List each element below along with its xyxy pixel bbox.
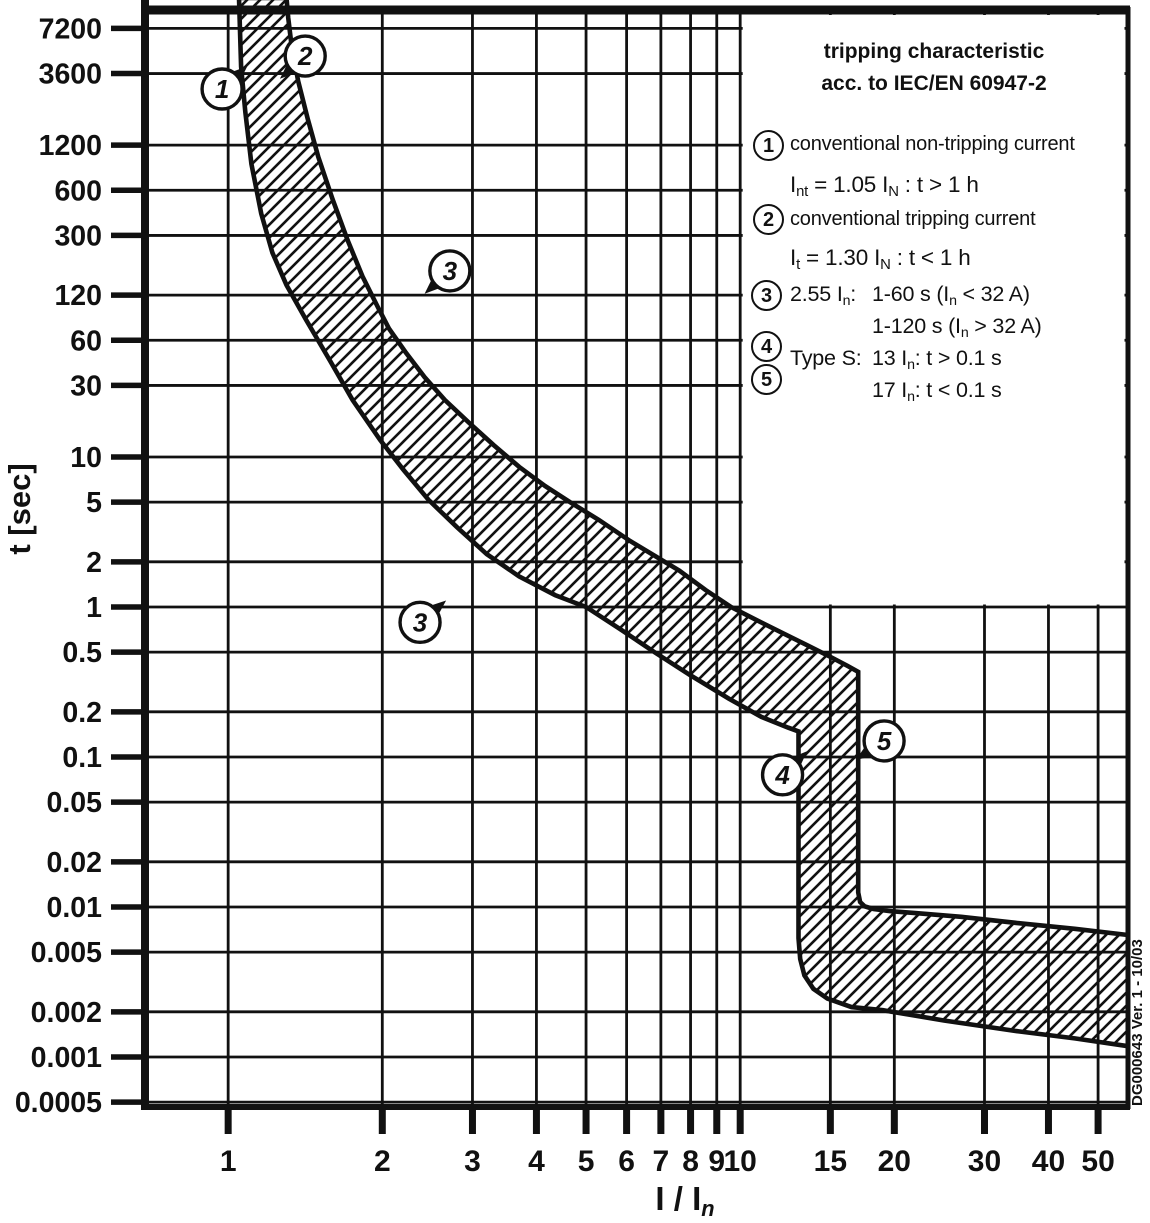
x-tick-label: 6 [618,1145,635,1178]
y-tick-label: 0.02 [47,847,102,879]
x-tick-label: 7 [653,1145,670,1178]
legend-item-4-badge: 4 [751,331,782,362]
marker-3: 3 [424,249,472,294]
legend-title-line2: acc. to IEC/EN 60947-2 [821,72,1047,95]
y-tick-label: 60 [70,325,102,357]
marker-number: 3 [443,256,458,286]
y-tick-label: 1 [86,592,102,624]
y-axis-title: t [sec] [2,463,37,555]
legend-item-1-number: 1 [762,135,775,157]
legend-item-5-number: 5 [760,369,773,391]
legend-item-3-value-2: 1-120 s (In > 32 A) [872,314,1042,341]
marker-number: 2 [297,41,313,71]
y-tick-label: 0.002 [31,997,102,1029]
x-tick-label: 50 [1081,1145,1114,1178]
y-tick-label: 120 [54,280,102,312]
legend-item-2-number: 2 [762,209,775,231]
y-tick-label: 0.1 [62,742,102,774]
legend-item-3-number: 3 [760,285,773,307]
legend-item-2-text: conventional tripping current [790,208,1036,230]
marker-circle [428,249,472,293]
marker-circle [283,34,327,78]
doc-number-vertical: DG000643 Ver. 1 - 10/03 [1129,939,1146,1106]
marker-circle [200,67,244,111]
legend-item-1-formula: Int = 1.05 IN : t > 1 h [790,172,979,201]
x-tick-label: 9 [708,1145,725,1178]
y-tick-label: 10 [70,442,102,474]
y-tick-label: 0.05 [47,787,103,819]
x-tick-label: 8 [682,1145,699,1178]
x-tick-label: 4 [528,1145,545,1178]
legend-title-line1: tripping characteristic [823,40,1045,63]
marker-number: 1 [215,74,229,104]
x-tick-label: 1 [220,1145,237,1178]
x-tick-label: 40 [1032,1145,1065,1178]
y-tick-label: 0.2 [62,697,102,729]
legend-title: tripping characteristic acc. to IEC/EN 6… [740,36,1128,100]
x-axis-title: I / In [655,1180,715,1222]
y-tick-label: 5 [86,487,102,519]
legend-item-5-badge: 5 [751,364,782,395]
y-tick-label: 0.0005 [15,1087,102,1119]
tripping-band-area [236,0,1131,1049]
y-tick-label: 3600 [39,59,102,91]
marker-1: 1 [200,66,248,111]
legend-item-1-badge: 1 [753,130,784,161]
y-tick-label: 0.01 [47,892,103,924]
x-tick-label: 2 [374,1145,391,1178]
legend-item-2-formula: It = 1.30 IN : t < 1 h [790,245,971,274]
axis-ticks [111,25,1102,1134]
x-tick-label: 30 [968,1145,1001,1178]
legend-item-4-label: Type S: [790,346,862,370]
y-tick-label: 0.5 [62,637,102,669]
marker-circle [862,719,906,763]
legend: tripping characteristic acc. to IEC/EN 6… [740,14,1128,600]
marker-3: 3 [398,600,447,645]
marker-number: 5 [877,726,892,756]
legend-item-3-label: 2.55 In: [790,282,857,309]
legend-item-4-number: 4 [760,336,773,358]
x-tick-label: 20 [878,1145,911,1178]
y-tick-label: 30 [70,370,102,402]
y-tick-label: 0.005 [31,937,102,969]
curve-markers: 1 2 3 3 4 5 [200,34,906,797]
y-tick-label: 2 [86,547,102,579]
legend-item-4-value: 13 In: t > 0.1 s [872,346,1002,373]
y-tick-label: 600 [54,175,102,207]
legend-item-3-value-1: 1-60 s (In < 32 A) [872,282,1030,309]
legend-panel [742,15,1125,605]
tick-labels: 7200360012006003001206030105210.50.20.10… [15,13,1115,1178]
plot-border [141,0,1131,1110]
legend-item-3-badge: 3 [751,280,782,311]
y-tick-label: 1200 [39,130,102,162]
legend-item-2-badge: 2 [753,204,784,235]
x-tick-label: 10 [724,1145,757,1178]
x-tick-label: 15 [814,1145,847,1178]
y-tick-label: 300 [54,220,102,252]
marker-5: 5 [855,719,906,763]
marker-2: 2 [279,34,327,79]
legend-item-1-text: conventional non-tripping current [790,133,1075,155]
x-tick-label: 5 [578,1145,595,1178]
marker-4: 4 [760,751,807,797]
marker-circle [398,600,442,645]
tripping-band [236,0,1131,1049]
x-tick-label: 3 [464,1145,481,1178]
y-tick-label: 7200 [39,13,102,45]
marker-circle [760,753,805,797]
marker-number: 3 [413,607,428,637]
y-tick-label: 0.001 [31,1042,102,1074]
marker-number: 4 [774,760,790,790]
legend-item-5-value: 17 In: t < 0.1 s [872,378,1002,405]
